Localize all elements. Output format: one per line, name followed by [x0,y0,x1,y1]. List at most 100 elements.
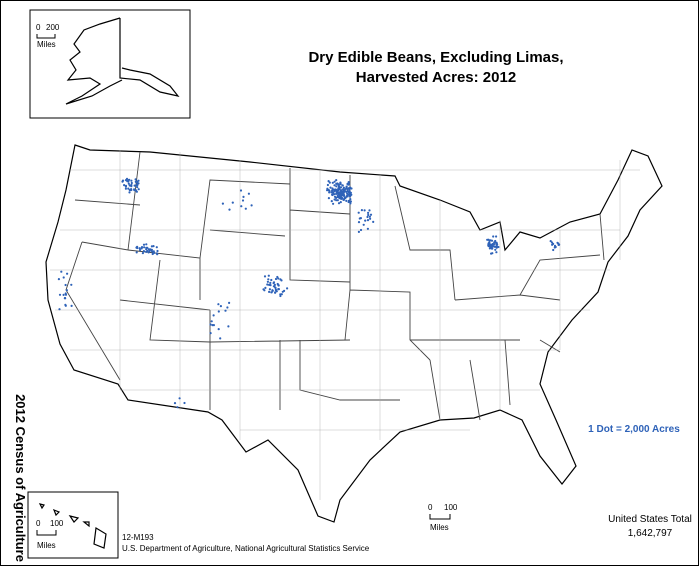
dot [331,193,334,197]
dot [142,243,146,246]
dot [331,189,334,192]
dot [219,305,222,308]
dot [211,324,214,327]
dot [495,251,498,254]
dot [137,188,140,191]
dot [135,190,138,193]
dot [70,283,73,286]
dot [345,190,348,193]
dot [339,201,342,204]
dot [359,228,363,232]
dot [156,249,159,253]
dot [279,294,282,298]
dot [349,200,352,203]
dot [491,242,494,246]
dot [268,288,271,291]
dot [495,245,498,248]
us-map [45,144,663,523]
side-label: 2012 Census of Agriculture [13,394,28,562]
dot [327,189,330,192]
dot [372,220,375,223]
dot [346,182,349,186]
dot [369,217,372,220]
dot [239,189,243,192]
dot [70,304,73,307]
dot [145,248,148,251]
scale-unit: Miles [430,523,449,532]
dot [487,245,490,248]
dot [217,303,220,306]
dot [363,209,366,212]
dot [349,202,352,205]
dot [348,188,351,191]
dot [242,195,245,198]
dot [128,191,131,194]
dot [347,199,350,202]
dot [152,250,155,253]
dot [138,248,142,252]
dot [487,238,490,241]
dot [346,188,349,191]
dot [357,230,360,233]
dot [342,188,345,191]
dot [130,179,133,182]
dot [552,248,555,252]
dot [328,181,331,184]
dot [136,186,139,189]
dot [217,328,220,331]
dot [331,181,334,184]
dot [552,242,555,245]
dot [270,278,273,282]
dot [183,401,186,405]
title-line: Harvested Acres: 2012 [356,69,516,86]
title-line: Dry Edible Beans, Excluding Limas, [308,49,563,66]
dot [64,304,67,307]
dot [330,191,333,194]
dot [272,282,275,285]
dot [348,193,351,196]
dot [250,204,253,207]
scale-unit: Miles [37,541,56,550]
dot [142,250,145,253]
dot [227,325,230,328]
dot [151,250,154,253]
dot [178,397,181,400]
dot [342,191,345,194]
dot [346,194,349,197]
dot [286,287,289,290]
dot [335,179,338,182]
dot [488,243,492,246]
dot [274,277,278,281]
scale-bar [36,530,57,536]
dot [342,194,345,197]
dot [331,187,334,190]
dot [335,192,338,195]
dot [219,337,222,340]
county-grid [50,150,640,500]
scale-start: 0 [36,23,41,32]
dot [337,193,340,196]
dot [210,320,213,323]
dot [62,293,65,296]
dot [367,213,370,217]
dot [124,185,127,188]
dot [263,289,266,292]
dot [339,191,342,194]
dot [231,201,234,204]
dot [269,281,272,284]
dot [276,275,279,279]
dot [264,286,267,289]
dot [277,284,280,287]
dot [341,184,344,187]
dot [130,181,133,185]
dot [156,253,159,256]
dot [364,219,367,222]
dot [267,274,270,277]
dot [155,246,158,249]
dot [65,289,68,292]
dot [266,280,269,283]
dot [60,270,63,273]
dot [140,247,143,250]
dot [549,240,552,243]
